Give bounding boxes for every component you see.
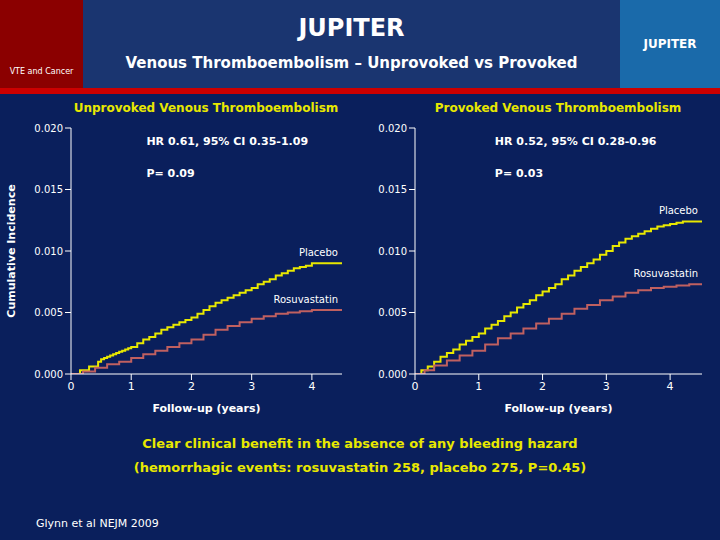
html-text:P= 0.09: P= 0.09: [146, 167, 195, 181]
svg-text:Rosuvastatin: Rosuvastatin: [633, 268, 698, 279]
html-text:Provoked Venous Thromboembolis: Provoked Venous Thromboembolism: [434, 101, 682, 115]
svg-text:0.010: 0.010: [378, 246, 407, 257]
svg-text:0.015: 0.015: [378, 184, 407, 195]
svg-text:0.020: 0.020: [378, 123, 407, 134]
svg-text:0.005: 0.005: [34, 307, 63, 318]
svg-text:1: 1: [127, 380, 134, 393]
html-text:Glynn et al NEJM 2009: Glynn et al NEJM 2009: [36, 517, 159, 530]
html-text:Clear clinical benefit in the: Clear clinical benefit in the absence of…: [142, 436, 578, 451]
html-text:(hemorrhagic events: rosuvasta: (hemorrhagic events: rosuvastatin 258, p…: [133, 460, 587, 475]
svg-text:4: 4: [666, 380, 673, 393]
svg-text:0.010: 0.010: [34, 246, 63, 257]
svg-text:Placebo: Placebo: [298, 247, 337, 258]
svg-text:4: 4: [308, 380, 315, 393]
svg-text:1: 1: [475, 380, 482, 393]
svg-text:2: 2: [539, 380, 546, 393]
html-text:Venous Thromboembolism – Unpro: Venous Thromboembolism – Unprovoked vs P…: [125, 54, 578, 72]
html-text:HR 0.52, 95% CI 0.28-0.96: HR 0.52, 95% CI 0.28-0.96: [494, 135, 657, 149]
html-text:P= 0.03: P= 0.03: [494, 167, 544, 181]
html-text:JUPITER: JUPITER: [298, 14, 405, 42]
svg-text:0.005: 0.005: [378, 307, 407, 318]
svg-text:0: 0: [411, 380, 418, 393]
svg-text:Cumulative Incidence: Cumulative Incidence: [8, 184, 17, 317]
html-text:JUPITER: JUPITER: [643, 37, 697, 51]
svg-text:Rosuvastatin: Rosuvastatin: [273, 294, 338, 305]
svg-text:Follow-up (years): Follow-up (years): [504, 402, 612, 415]
html-text:Unprovoked Venous Thromboembol: Unprovoked Venous Thromboembolism: [73, 101, 339, 115]
svg-text:0.020: 0.020: [34, 123, 63, 134]
svg-text:0: 0: [67, 380, 74, 393]
svg-text:0.000: 0.000: [378, 369, 407, 380]
svg-text:3: 3: [248, 380, 255, 393]
svg-text:Follow-up (years): Follow-up (years): [152, 402, 260, 415]
html-text:VTE and Cancer: VTE and Cancer: [9, 67, 74, 76]
svg-text:Placebo: Placebo: [658, 205, 697, 216]
svg-text:0.015: 0.015: [34, 184, 63, 195]
svg-text:0.000: 0.000: [34, 369, 63, 380]
svg-text:2: 2: [187, 380, 194, 393]
html-text:HR 0.61, 95% CI 0.35-1.09: HR 0.61, 95% CI 0.35-1.09: [146, 135, 308, 149]
svg-text:3: 3: [602, 380, 609, 393]
